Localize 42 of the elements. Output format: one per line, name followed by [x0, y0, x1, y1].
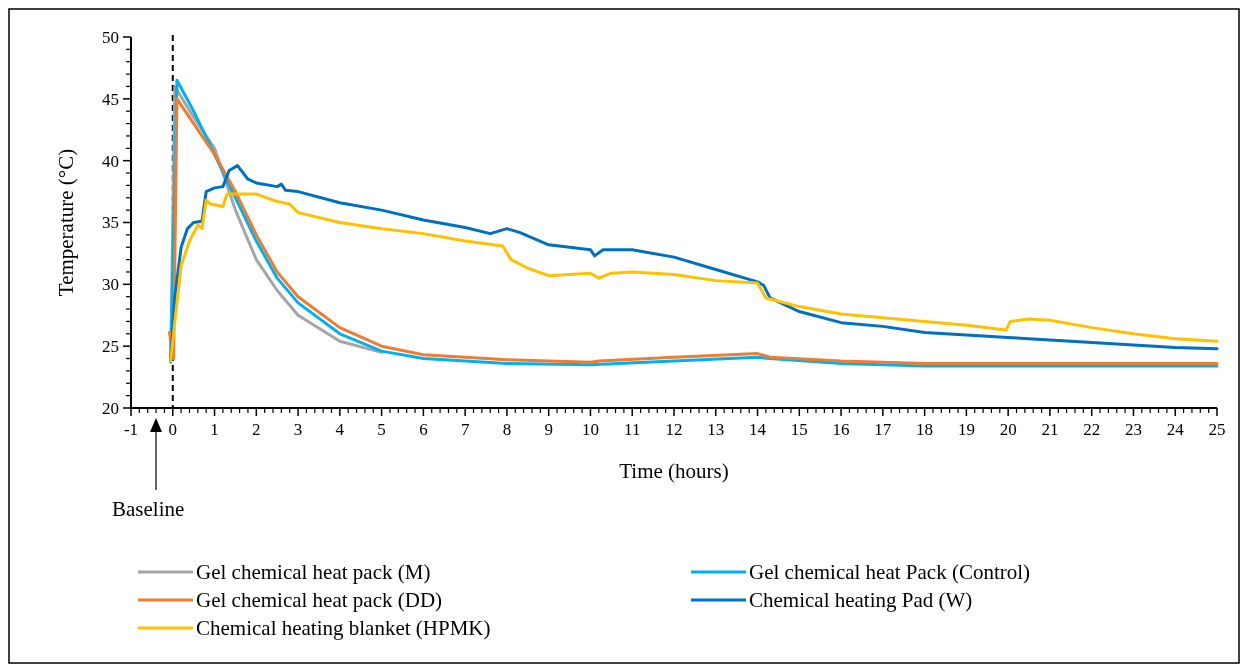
x-tick-label: 24 [1166, 420, 1185, 439]
legend-label: Gel chemical heat pack (DD) [196, 588, 443, 613]
x-tick-label: 25 [1208, 420, 1226, 439]
legend-label: Chemical heating blanket (HPMK) [196, 616, 491, 641]
y-tick-label: 20 [102, 398, 119, 418]
y-tick-label: 30 [102, 275, 119, 295]
y-tick-label: 25 [102, 337, 119, 357]
x-tick-label: -1 [123, 420, 139, 439]
x-tick-label: 23 [1124, 420, 1142, 439]
y-tick-label: 35 [102, 213, 119, 233]
x-tick-label: 20 [999, 420, 1017, 439]
y-tick-label: 40 [102, 151, 119, 171]
x-axis-title: Time (hours) [619, 459, 729, 483]
y-axis-title: Temperature (°C) [54, 148, 78, 297]
y-tick-label: 45 [102, 89, 119, 109]
x-tick-label: 6 [419, 420, 428, 439]
x-tick-label: 5 [377, 420, 386, 439]
x-tick-label: 2 [252, 420, 261, 439]
x-tick-label: 4 [335, 420, 345, 439]
x-tick-label: 7 [460, 420, 470, 439]
x-tick-label: 3 [293, 420, 303, 439]
x-tick-label: 10 [581, 420, 599, 439]
x-tick-label: 17 [874, 420, 892, 439]
x-tick-label: 21 [1041, 420, 1059, 439]
y-tick-label: 50 [102, 27, 119, 47]
legend-label: Gel chemical heat pack (M) [196, 560, 431, 585]
x-tick-label: 13 [707, 420, 725, 439]
x-tick-label: 12 [665, 420, 683, 439]
x-tick-label: 9 [544, 420, 553, 439]
legend-label: Chemical heating Pad (W) [749, 588, 973, 613]
x-tick-label: 15 [790, 420, 808, 439]
x-tick-label: 22 [1083, 420, 1101, 439]
x-tick-label: 11 [624, 420, 641, 439]
x-tick-label: 0 [168, 420, 178, 439]
x-tick-label: 19 [957, 420, 975, 439]
x-tick-label: 14 [749, 420, 767, 439]
text: Baseline [112, 497, 185, 521]
x-tick-label: 18 [916, 420, 934, 439]
x-tick-label: 8 [502, 420, 512, 439]
x-tick-label: 1 [210, 420, 219, 439]
legend-label: Gel chemical heat Pack (Control) [749, 560, 1031, 585]
x-tick-label: 16 [832, 420, 850, 439]
